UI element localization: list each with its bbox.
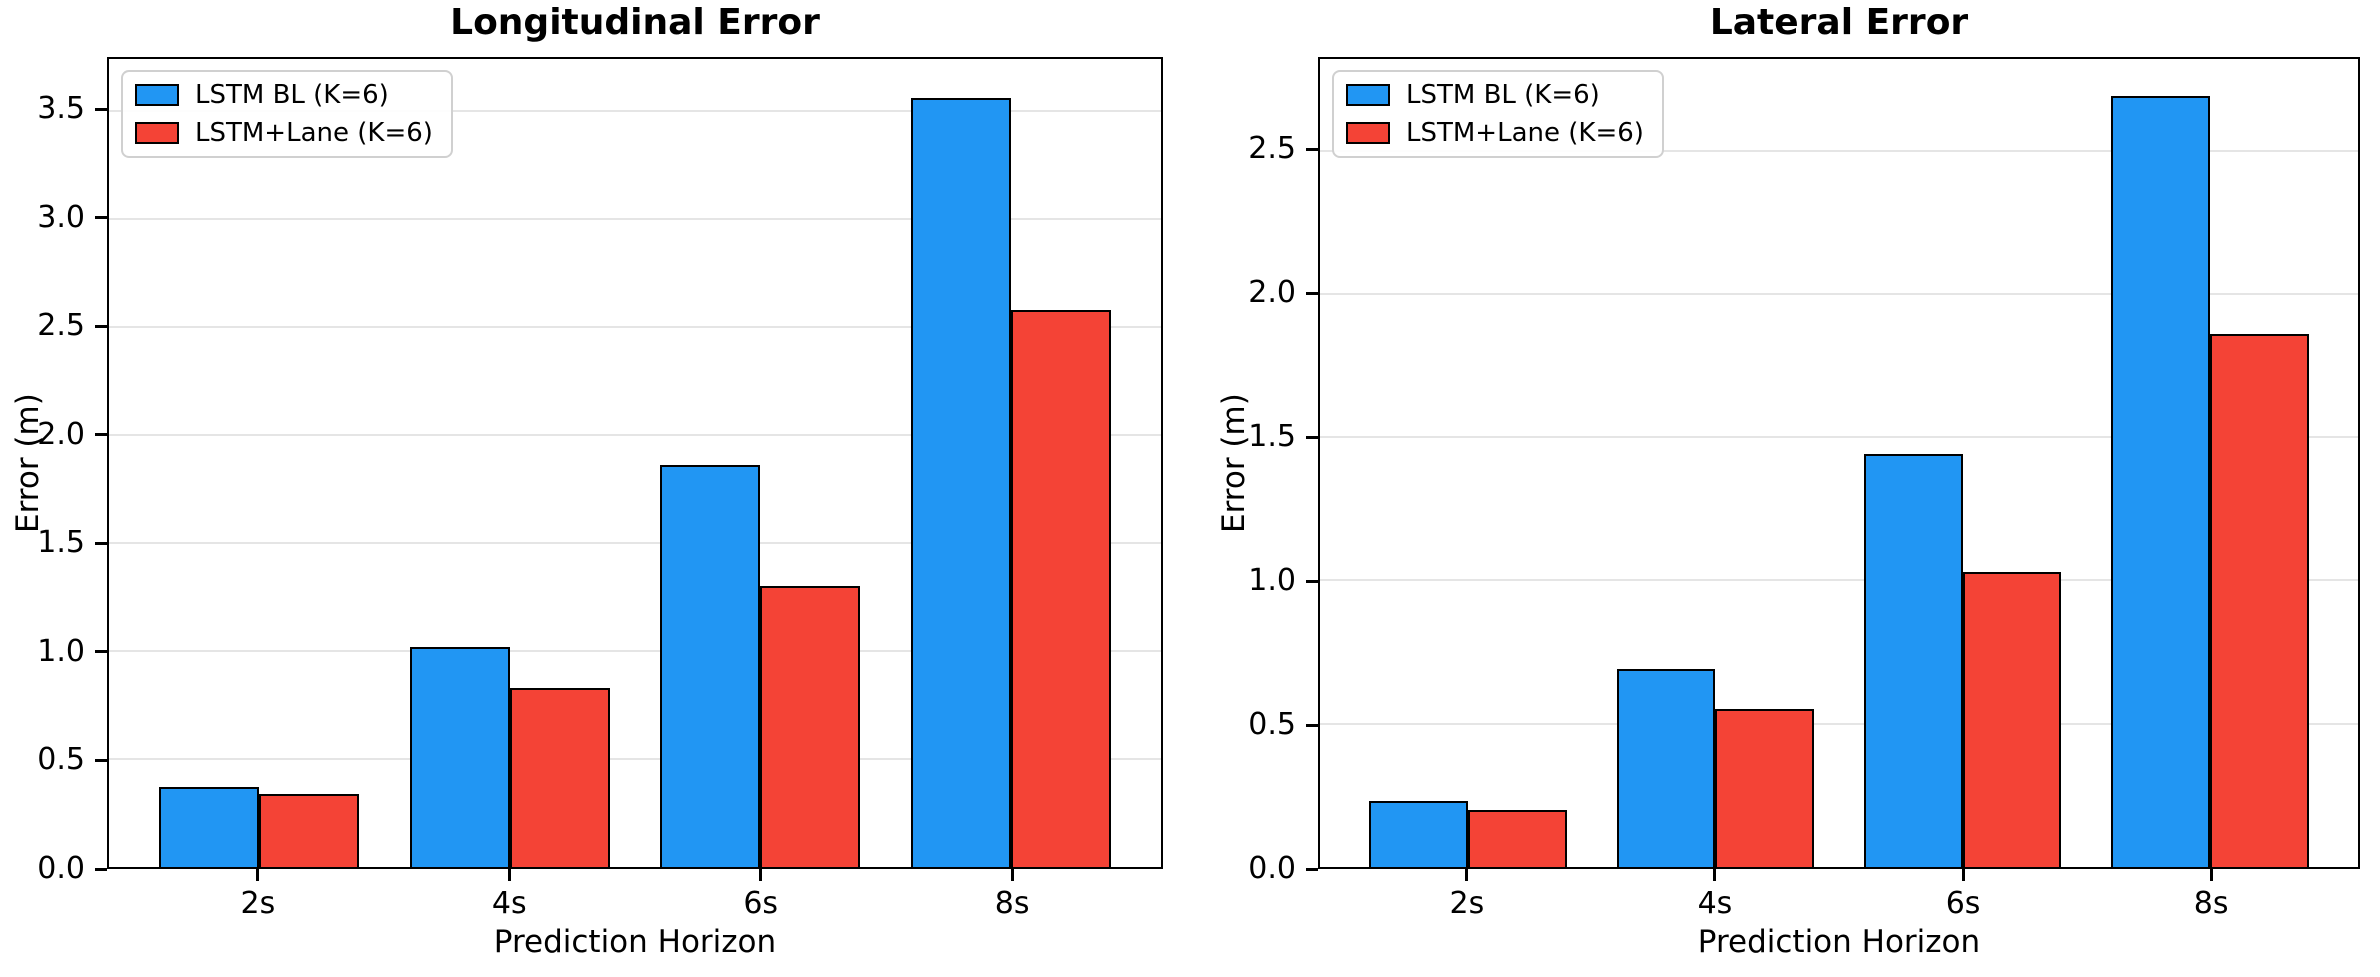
bar-lstm-lane-k-6--4s (1715, 709, 1815, 867)
x-tickmark (1713, 869, 1717, 881)
bar-lstm-bl-k-6--4s (409, 646, 510, 867)
y-tick-label: 0.5 (1248, 707, 1296, 743)
legend-entry: LSTM BL (K=6) (135, 80, 433, 110)
chart-title: Lateral Error (1709, 2, 1969, 43)
bar-lstm-lane-k-6--6s (1962, 571, 2062, 867)
y-axis-label: Error (m) (1216, 393, 1252, 533)
x-tickmark (1465, 869, 1469, 881)
y-tick-label: 2.0 (37, 416, 85, 452)
plot-area (107, 57, 1163, 869)
bar-lstm-lane-k-6--8s (2209, 334, 2309, 867)
y-tickmark (95, 433, 107, 437)
gridline (109, 541, 1161, 544)
y-tick-label: 2.5 (37, 308, 85, 344)
y-tickmark (95, 541, 107, 545)
y-tick-label: 0.5 (37, 742, 85, 778)
x-tickmark (256, 869, 260, 881)
longitudinal-error-chart: Longitudinal Error Error (m) 0.0 0.5 1.0 1.… (10, 2, 1163, 960)
y-tickmark (1306, 867, 1318, 871)
chart-title: Longitudinal Error (450, 2, 820, 43)
x-tick-label: 8s (2193, 886, 2229, 921)
gridline (109, 325, 1161, 328)
y-tickmark (1306, 291, 1318, 295)
x-tickmark (507, 869, 511, 881)
y-tick-label: 1.5 (37, 525, 85, 561)
x-tick-label: 2s (240, 886, 276, 921)
x-tick-label: 4s (491, 886, 527, 921)
x-tick-label: 6s (1945, 886, 1981, 921)
legend-swatch-lstm-bl-k-6- (135, 84, 179, 106)
bar-lstm-lane-k-6--8s (1010, 309, 1111, 867)
y-tick-label: 2.5 (1248, 131, 1296, 167)
x-tick-label: 6s (743, 886, 779, 921)
y-tick-label: 2.0 (1248, 275, 1296, 311)
x-tick-label: 4s (1697, 886, 1733, 921)
x-tickmark (759, 869, 763, 881)
legend-swatch-lstm-bl-k-6- (1346, 84, 1390, 106)
legend-entry: LSTM+Lane (K=6) (1346, 118, 1644, 148)
x-axis-label: Prediction Horizon (493, 924, 777, 960)
x-tick-label: 8s (994, 886, 1030, 921)
gridline (1320, 722, 2358, 725)
legend-swatch-lstm-lane-k-6- (135, 122, 179, 144)
legend-label: LSTM BL (K=6) (1406, 80, 1600, 110)
y-tick-label: 0.0 (1248, 851, 1296, 886)
y-tickmark (95, 216, 107, 220)
x-axis-label: Prediction Horizon (1697, 924, 1981, 960)
bar-lstm-bl-k-6--2s (1369, 801, 1469, 867)
legend: LSTM BL (K=6) LSTM+Lane (K=6) (1332, 70, 1664, 158)
gridline (109, 217, 1161, 220)
gridline (1320, 149, 2358, 152)
gridline (1320, 436, 2358, 439)
y-tickmark (95, 867, 107, 871)
y-tickmark (95, 107, 107, 111)
bar-lstm-bl-k-6--8s (2110, 96, 2210, 867)
y-tickmark (1306, 723, 1318, 727)
y-tickmark (95, 758, 107, 762)
bar-lstm-lane-k-6--4s (509, 687, 610, 867)
bar-lstm-lane-k-6--2s (1468, 809, 1568, 867)
gridline (1320, 292, 2358, 295)
y-tick-label: 3.0 (37, 199, 85, 235)
x-tickmark (1961, 869, 1965, 881)
gridline (109, 109, 1161, 112)
lateral-error-chart: Lateral Error Error (m) 0.0 0.5 1.0 1.5 2.0 2… (1190, 0, 2380, 977)
x-tickmark (2209, 869, 2213, 881)
bar-lstm-lane-k-6--6s (760, 586, 861, 867)
legend-entry: LSTM BL (K=6) (1346, 80, 1644, 110)
bar-lstm-lane-k-6--2s (259, 793, 360, 867)
legend-entry: LSTM+Lane (K=6) (135, 118, 433, 148)
x-tick-label: 2s (1449, 886, 1485, 921)
gridline (109, 433, 1161, 436)
legend-label: LSTM BL (K=6) (195, 80, 389, 110)
legend-swatch-lstm-lane-k-6- (1346, 122, 1390, 144)
bar-lstm-bl-k-6--6s (1863, 454, 1963, 867)
legend-label: LSTM+Lane (K=6) (1406, 118, 1644, 148)
y-tickmark (1306, 435, 1318, 439)
x-tickmark (1010, 869, 1014, 881)
gridline (109, 757, 1161, 760)
y-tick-label: 0.0 (37, 851, 85, 886)
bar-lstm-bl-k-6--2s (159, 787, 260, 867)
bar-lstm-bl-k-6--4s (1616, 669, 1716, 867)
y-tick-label: 3.5 (37, 91, 85, 127)
y-tickmark (1306, 579, 1318, 583)
y-tickmark (95, 324, 107, 328)
y-tick-label: 1.5 (1248, 419, 1296, 455)
bar-lstm-bl-k-6--6s (660, 465, 761, 867)
y-tickmark (1306, 147, 1318, 151)
gridline (109, 649, 1161, 652)
y-tick-label: 1.0 (1248, 563, 1296, 599)
y-tick-label: 1.0 (37, 633, 85, 669)
gridline (1320, 579, 2358, 582)
y-tickmark (95, 650, 107, 654)
legend: LSTM BL (K=6) LSTM+Lane (K=6) (121, 70, 453, 158)
bar-lstm-bl-k-6--8s (910, 97, 1011, 867)
plot-area (1318, 57, 2360, 869)
legend-label: LSTM+Lane (K=6) (195, 118, 433, 148)
